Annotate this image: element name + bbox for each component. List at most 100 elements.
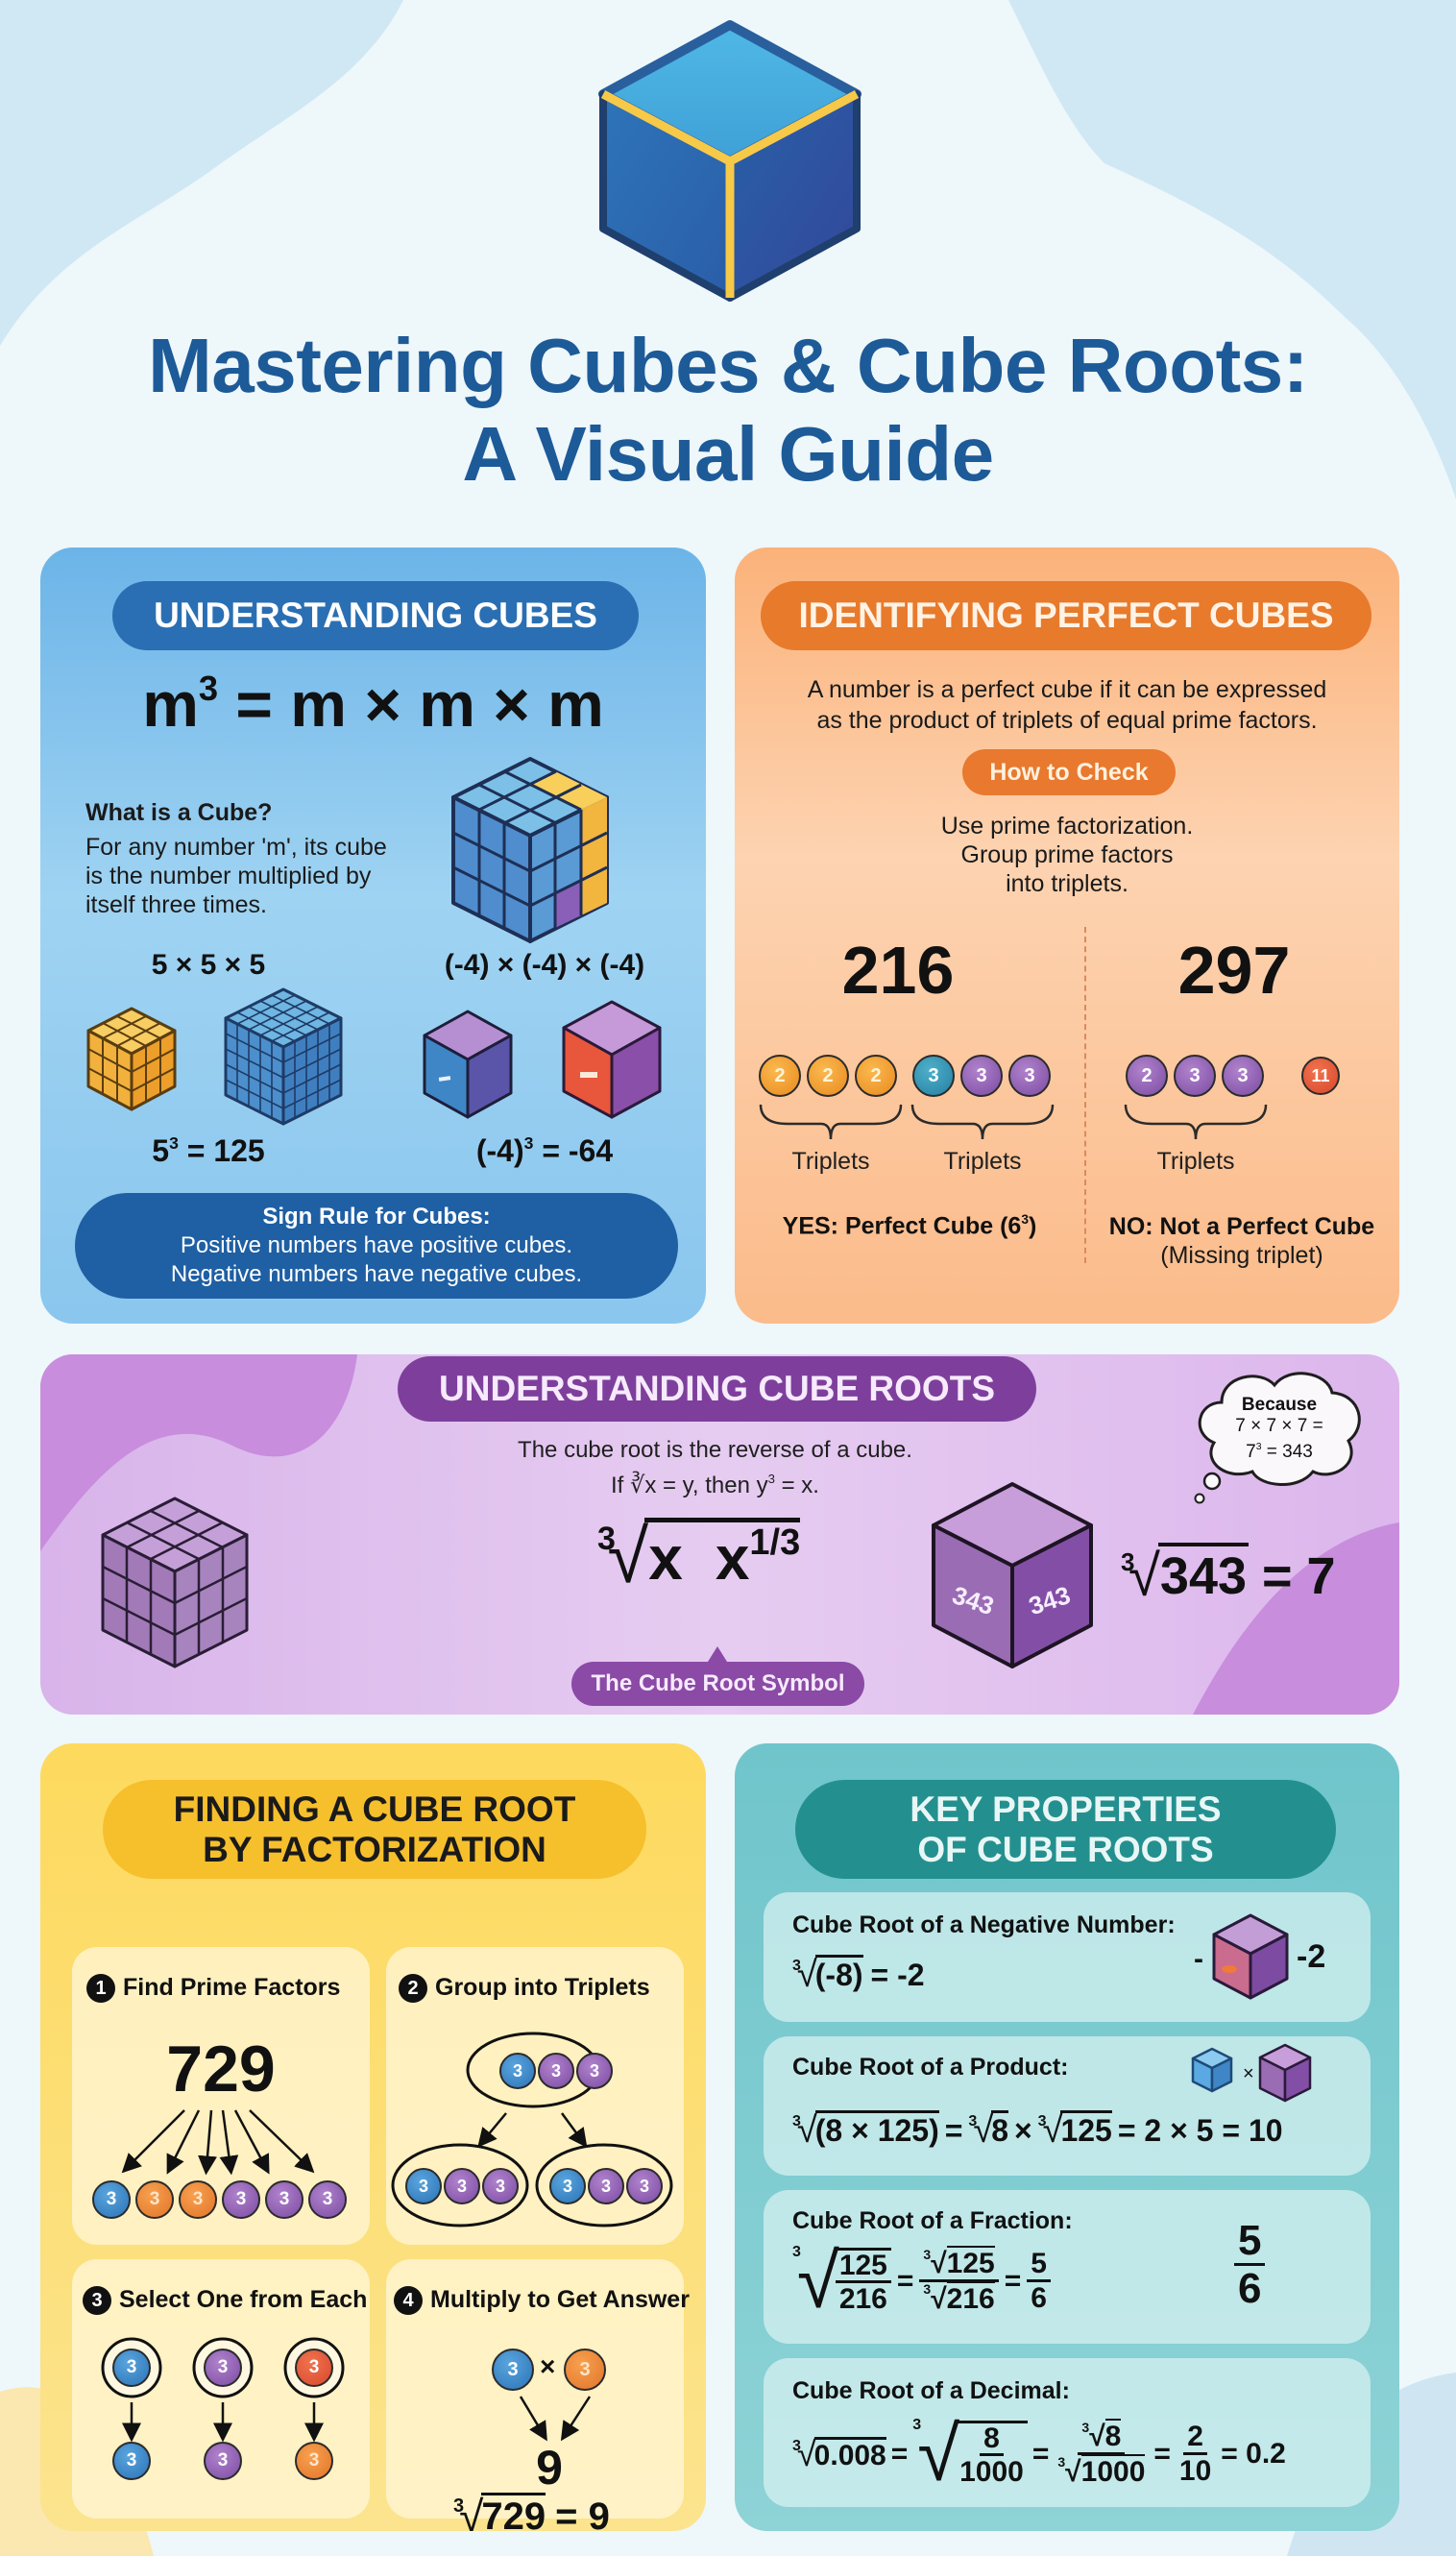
negative-cube-blue-icon — [423, 1010, 513, 1119]
factor-ball: 3 — [1222, 1055, 1264, 1097]
multiply-factor-right: 3 — [564, 2349, 606, 2391]
glowing-cube-icon — [598, 20, 861, 302]
verdict-no: NO: Not a Perfect Cube (Missing triplet) — [1108, 1213, 1375, 1269]
sign-rule-box: Sign Rule for Cubes: Positive numbers ha… — [75, 1193, 678, 1299]
triplet-brace — [759, 1104, 903, 1140]
factor-ball: 3 — [960, 1055, 1003, 1097]
step-4-panel — [386, 2259, 684, 2519]
grouping-diagram — [391, 2032, 673, 2227]
title-line-1: Mastering Cubes & Cube Roots: — [148, 323, 1308, 408]
example-number-216: 216 — [841, 933, 955, 1008]
label-pointer — [708, 1646, 727, 1662]
result-factor-ball: 3 — [204, 2442, 242, 2480]
selected-factor-ball: 3 — [204, 2349, 242, 2387]
factor-ball: 3 — [1174, 1055, 1216, 1097]
property-fraction-formula: 3 √ 125 216 = 3√125 3√216 = 5 6 — [792, 2243, 1051, 2320]
fraction-answer-large: 5 6 — [1234, 2218, 1266, 2313]
positive-product: 5 × 5 × 5 — [151, 949, 266, 981]
property-decimal-panel — [764, 2358, 1371, 2507]
triplet-brace — [1124, 1104, 1268, 1140]
product-cubes-icon: × — [1191, 2043, 1312, 2103]
understanding-cubes-card: UNDERSTANDING CUBES m3 = m × m × m What … — [40, 548, 706, 1324]
thought-bubble — [1194, 1372, 1361, 1504]
properties-heading: KEY PROPERTIES OF CUBE ROOTS — [795, 1780, 1336, 1879]
negative-sign: - — [1194, 1943, 1203, 1975]
negative-result: -2 — [1297, 1938, 1326, 1975]
title-line-2: A Visual Guide — [462, 411, 994, 497]
factor-ball: 2 — [807, 1055, 849, 1097]
what-is-cube-title: What is a Cube? — [85, 799, 273, 826]
cube-roots-heading: UNDERSTANDING CUBE ROOTS — [398, 1356, 1036, 1422]
property-fraction-title: Cube Root of a Fraction: — [792, 2207, 1073, 2234]
factor-ball: 2 — [759, 1055, 801, 1097]
properties-card: KEY PROPERTIES OF CUBE ROOTS Cube Root o… — [735, 1743, 1399, 2531]
triplets-label: Triplets — [1156, 1148, 1235, 1175]
step-3-title: 3 Select One from Each — [83, 2286, 367, 2316]
svg-text:×: × — [1243, 2063, 1254, 2084]
page-title: Mastering Cubes & Cube Roots: A Visual G… — [0, 322, 1456, 499]
property-decimal-formula: 3 √ 0.008 = 3 √ 8 1000 = 3√8 3√1000 = 2 10… — [792, 2411, 1286, 2496]
large-blue-cube-icon — [224, 987, 343, 1126]
factor-ball-leftover: 11 — [1301, 1057, 1340, 1095]
factor-ball: 3 — [482, 2168, 519, 2204]
triplet-brace — [910, 1104, 1055, 1140]
factor-ball: 2 — [855, 1055, 897, 1097]
factor-ball: 2 — [1126, 1055, 1168, 1097]
step-2-title: 2 Group into Triplets — [399, 1974, 650, 2004]
factor-ball: 3 — [576, 2053, 613, 2089]
selected-factor-ball: 3 — [295, 2349, 333, 2387]
factor-ball: 3 — [179, 2180, 217, 2219]
factor-ball: 3 — [222, 2180, 260, 2219]
negative-cube-red-icon — [562, 1000, 662, 1119]
factor-ball: 3 — [308, 2180, 347, 2219]
cube-343-icon: 343 343 — [932, 1482, 1093, 1668]
result-factor-ball: 3 — [112, 2442, 151, 2480]
positive-cube-result: 53 = 125 — [152, 1133, 265, 1169]
factor-ball: 3 — [92, 2180, 131, 2219]
triplets-label: Triplets — [943, 1148, 1022, 1175]
factor-ball: 3 — [1008, 1055, 1051, 1097]
number-729: 729 — [166, 2033, 276, 2106]
factor-ball: 3 — [912, 1055, 955, 1097]
multiply-factor-left: 3 — [492, 2349, 534, 2391]
negative-product: (-4) × (-4) × (-4) — [444, 949, 645, 981]
factor-ball: 3 — [549, 2168, 586, 2204]
factor-ball: 3 — [444, 2168, 480, 2204]
factor-ball: 3 — [265, 2180, 303, 2219]
how-to-check-badge: How to Check — [962, 749, 1176, 795]
product-value: 9 — [536, 2441, 563, 2495]
triplets-label: Triplets — [791, 1148, 870, 1175]
cube-root-729-result: 3 √ 729 = 9 — [453, 2493, 610, 2531]
rubik-cube-illustration — [451, 757, 609, 943]
property-negative-title: Cube Root of a Negative Number: — [792, 1911, 1176, 1938]
property-fraction-panel — [764, 2190, 1371, 2344]
understanding-cubes-heading: UNDERSTANDING CUBES — [112, 581, 639, 650]
perfect-cube-definition: A number is a perfect cube if it can be … — [807, 676, 1327, 734]
property-negative-formula: 3 √ (-8) = -2 — [792, 1955, 925, 1995]
cube-root-definition: The cube root is the reverse of a cube. … — [518, 1437, 912, 1498]
factor-ball: 3 — [538, 2053, 574, 2089]
purple-grid-cube-icon — [101, 1497, 249, 1668]
negative-cube-result: (-4)3 = -64 — [475, 1133, 614, 1169]
cube-root-symbol: 3 √ x x 1/3 — [597, 1514, 801, 1598]
step-1-title: 1 Find Prime Factors — [86, 1974, 340, 2004]
cube-root-symbol-label: The Cube Root Symbol — [571, 1662, 864, 1706]
cube-roots-card: UNDERSTANDING CUBE ROOTS The cube root i… — [40, 1354, 1399, 1715]
property-decimal-title: Cube Root of a Decimal: — [792, 2377, 1070, 2404]
cube-root-343-example: 3 √ 343 = 7 — [1121, 1543, 1336, 1608]
factor-ball: 3 — [499, 2053, 536, 2089]
multiply-operator: × — [540, 2351, 556, 2381]
factor-ball: 3 — [588, 2168, 624, 2204]
verdict-yes: YES: Perfect Cube (63) — [782, 1212, 1037, 1240]
factor-ball: 3 — [135, 2180, 174, 2219]
factorization-card: FINDING A CUBE ROOT BY FACTORIZATION 1 Fi… — [40, 1743, 706, 2531]
perfect-cubes-card: IDENTIFYING PERFECT CUBES A number is a … — [735, 548, 1399, 1324]
factor-ball: 3 — [626, 2168, 663, 2204]
property-product-formula: 3 √ (8 × 125) = 3 √ 8 × 3 √ 125 = 2 × 5 = 1… — [792, 2110, 1283, 2151]
factor-ball: 3 — [405, 2168, 442, 2204]
selected-factor-ball: 3 — [112, 2349, 151, 2387]
perfect-cubes-heading: IDENTIFYING PERFECT CUBES — [761, 581, 1371, 650]
multiply-arrows — [519, 2396, 592, 2442]
what-is-cube-text: What is a Cube? For any number 'm', its … — [85, 799, 412, 919]
small-orange-cube-icon — [86, 1007, 177, 1111]
